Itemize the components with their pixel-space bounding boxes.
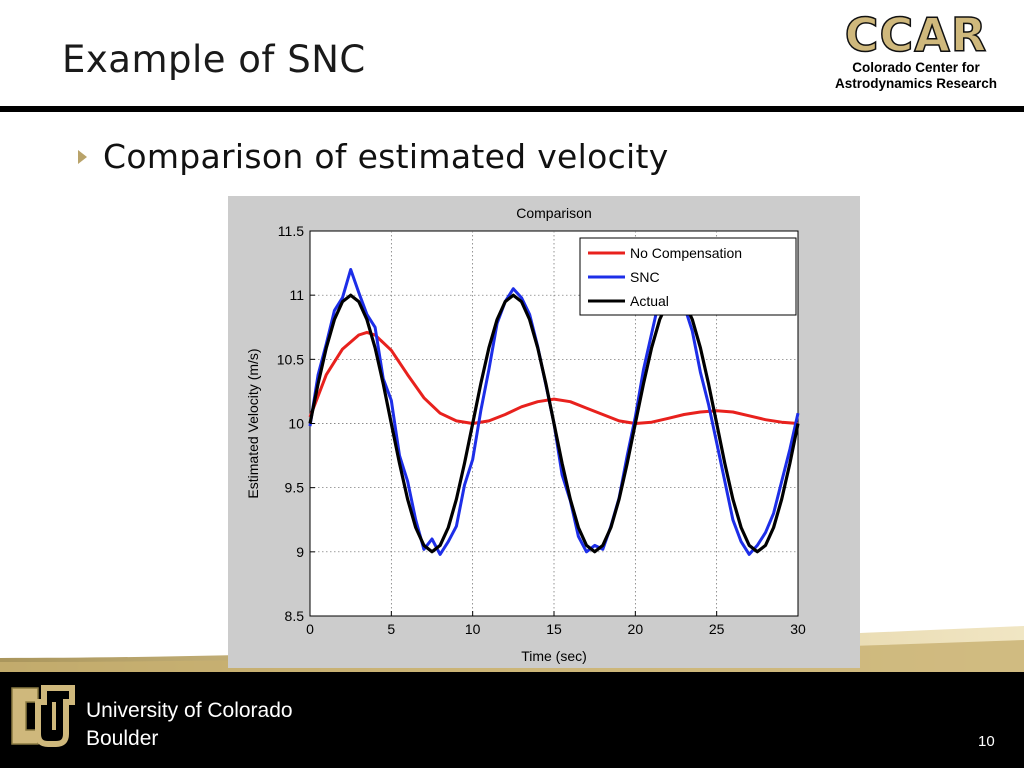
y-axis-label: Estimated Velocity (m/s) [245, 348, 261, 498]
y-tick-label: 10.5 [277, 351, 304, 367]
x-tick-label: 20 [628, 621, 644, 637]
y-tick-label: 9 [296, 544, 304, 560]
ccar-logo-wordmark: CCAR [844, 8, 988, 62]
ccar-logo: CCAR Colorado Center for Astrodynamics R… [818, 8, 1014, 105]
university-line1: University of Colorado [86, 699, 293, 722]
legend-label-actual: Actual [630, 293, 669, 309]
y-tick-label: 8.5 [285, 608, 305, 624]
bullet-arrow-icon [78, 149, 87, 164]
series-line-actual [308, 293, 800, 554]
title-divider [0, 106, 1024, 112]
cu-logo-icon [11, 685, 75, 747]
y-tick-label: 9.5 [285, 480, 305, 496]
x-tick-label: 0 [306, 621, 314, 637]
page-number: 10 [978, 733, 995, 750]
series-group [308, 268, 800, 556]
velocity-comparison-chart: 0 5 10 15 20 25 30 8.5 9 9.5 10 10.5 11 11.5 Comparis… [228, 196, 860, 668]
y-tick-label: 11.5 [278, 223, 304, 239]
university-line2: Boulder [86, 727, 159, 750]
ccar-logo-line2: Astrodynamics Research [834, 76, 998, 91]
legend-label-no-compensation: No Compensation [630, 245, 742, 261]
chart-title: Comparison [516, 205, 591, 221]
x-tick-label: 25 [709, 621, 725, 637]
chart-container: 0 5 10 15 20 25 30 8.5 9 9.5 10 10.5 11 11.5 Comparis… [228, 196, 860, 668]
bullet-item: Comparison of estimated velocity [78, 137, 669, 176]
x-tick-label: 10 [465, 621, 481, 637]
x-tick-label: 15 [546, 621, 562, 637]
slide-title: Example of SNC [62, 38, 366, 81]
y-tick-label: 10 [288, 416, 304, 432]
y-tick-label: 11 [289, 287, 304, 303]
bullet-text: Comparison of estimated velocity [103, 137, 669, 176]
x-axis-label: Time (sec) [521, 648, 587, 664]
footer-band [0, 672, 1024, 768]
axis-ticks: 0 5 10 15 20 25 30 8.5 9 9.5 10 10.5 11 11.5 [277, 223, 806, 637]
x-tick-label: 5 [387, 621, 395, 637]
ccar-logo-line1: Colorado Center for [852, 60, 980, 75]
legend-label-snc: SNC [630, 269, 660, 285]
x-tick-label: 30 [790, 621, 806, 637]
chart-legend: No Compensation SNC Actual [579, 237, 797, 316]
university-name: University of Colorado Boulder [86, 697, 293, 753]
